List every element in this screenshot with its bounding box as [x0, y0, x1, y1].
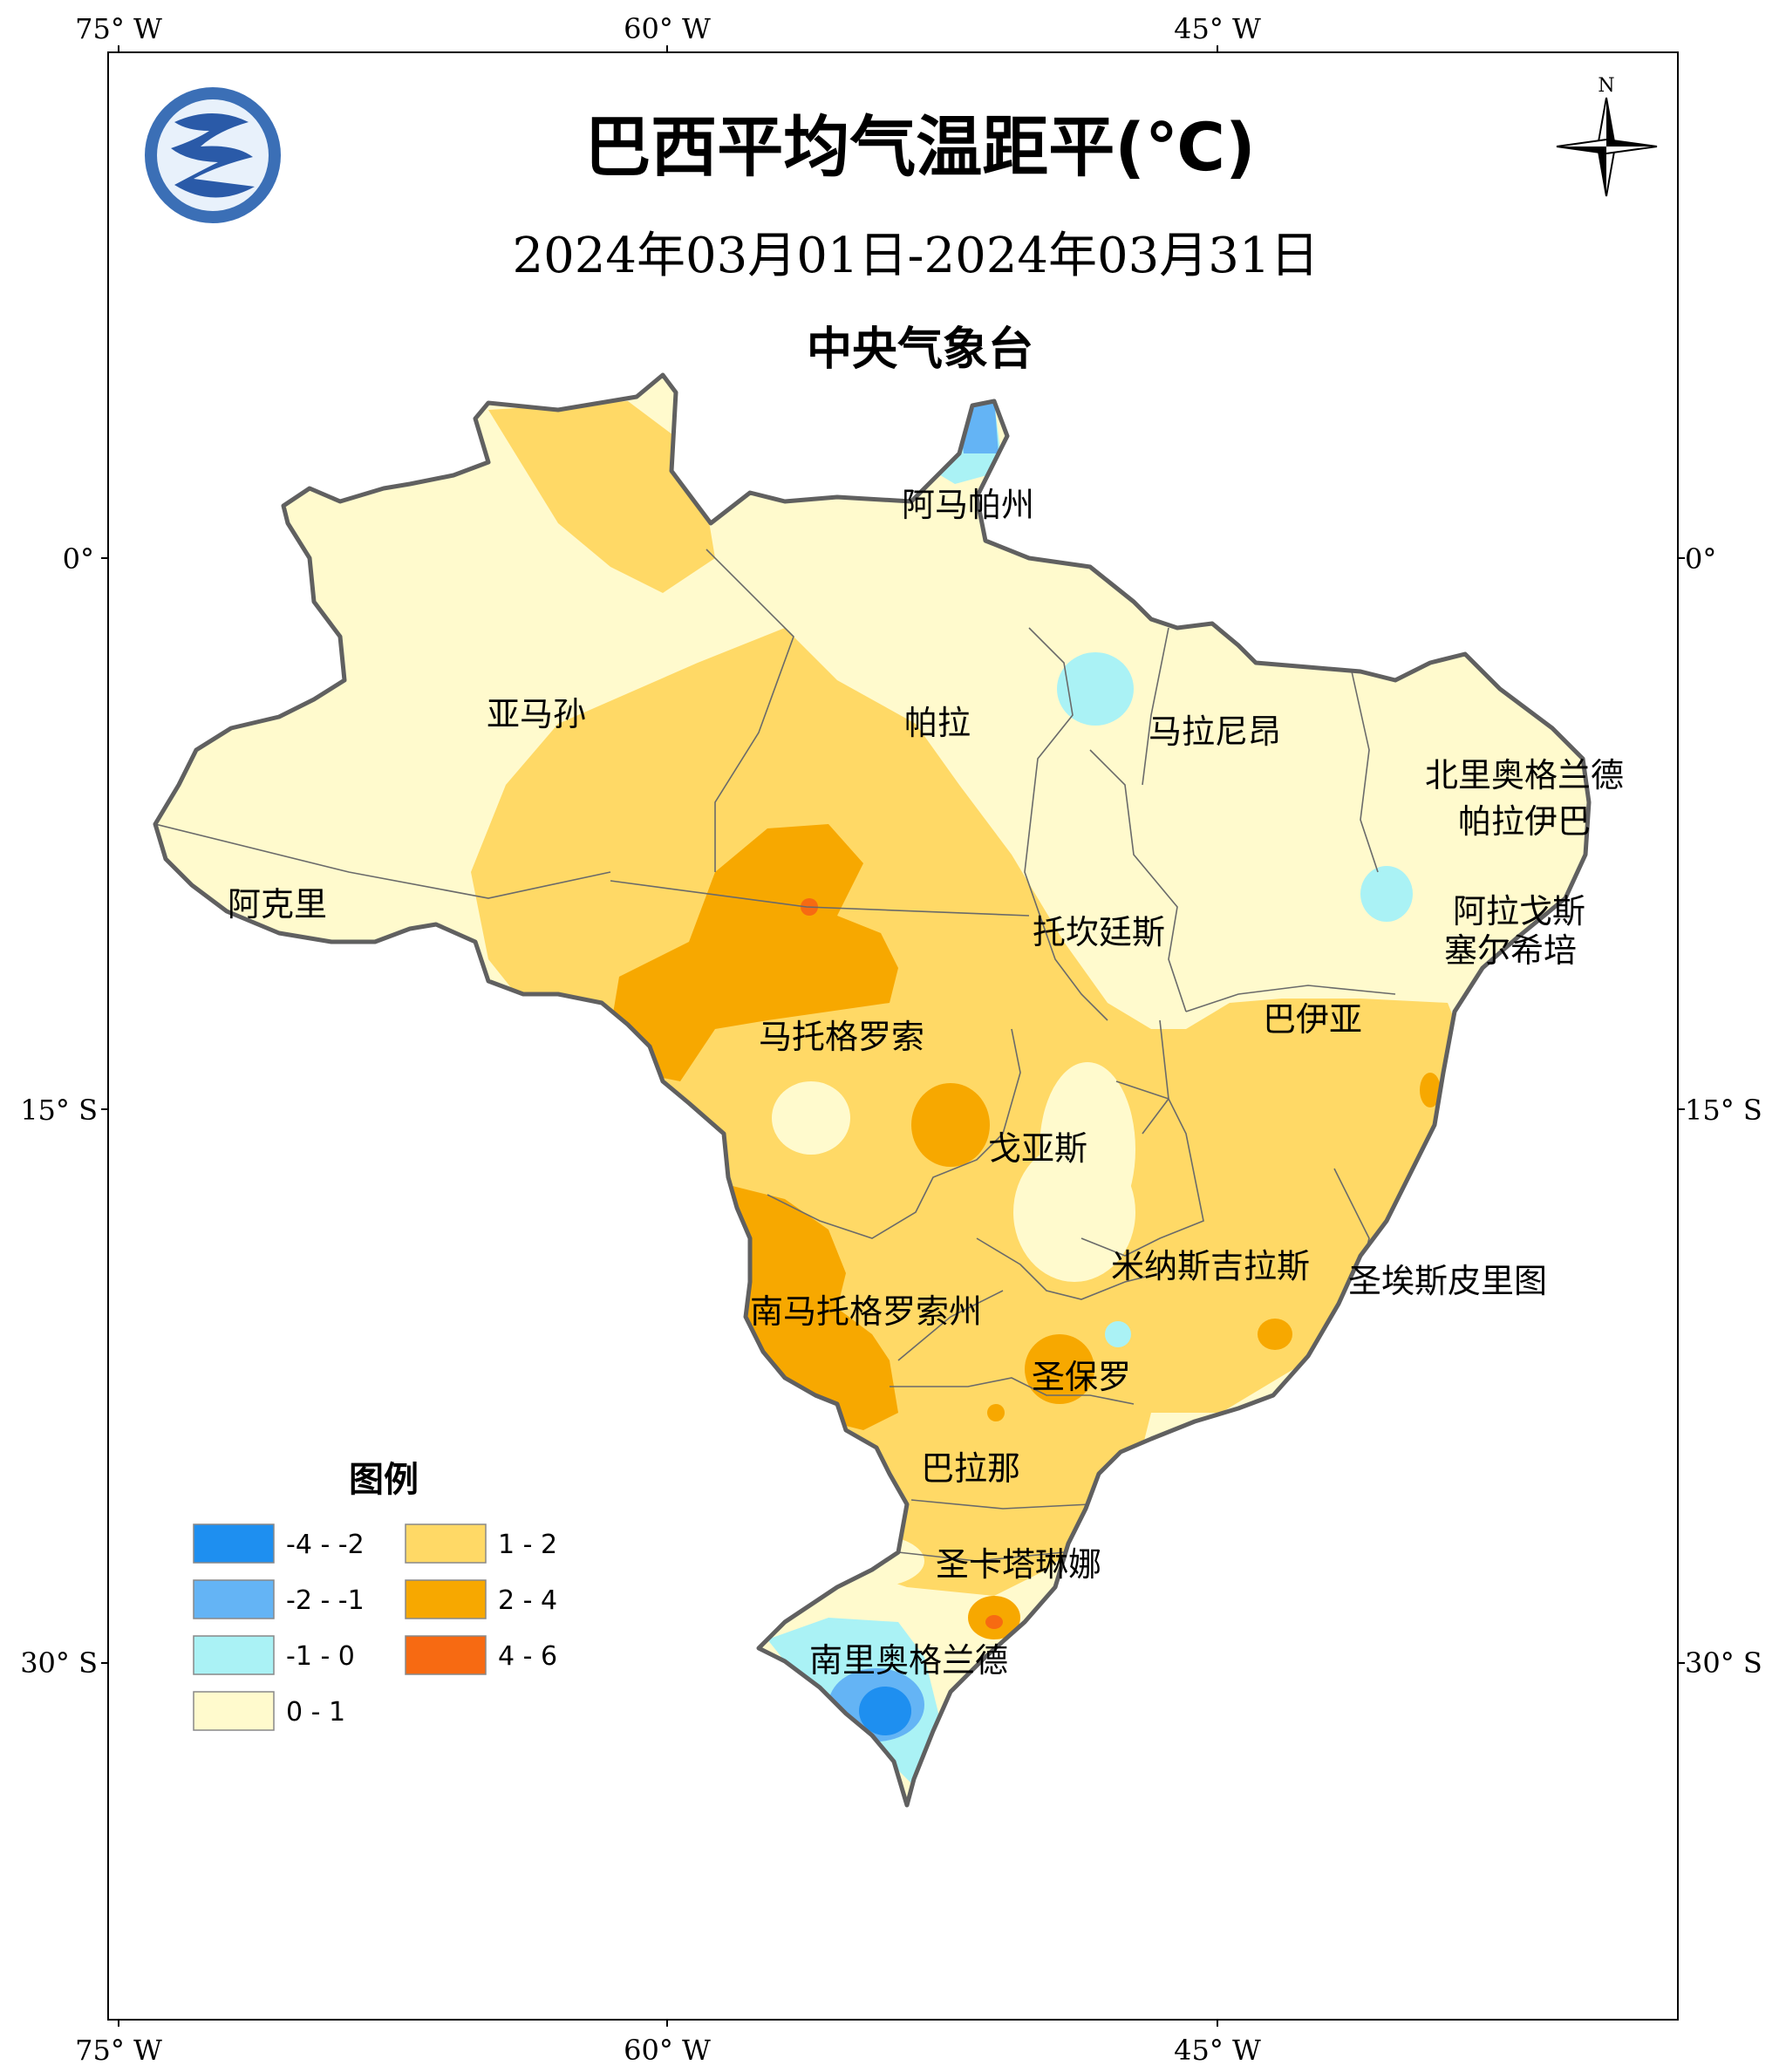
legend-label: 4 - 6 [498, 1641, 557, 1672]
state-label-mato-grosso-do-sul: 南马托格罗索州 [750, 1292, 982, 1331]
state-label-amazonas: 亚马孙 [487, 695, 586, 733]
top-tick-label: 75° W [75, 12, 162, 45]
state-label-paraiba: 帕拉伊巴 [1458, 802, 1591, 841]
legend-swatch [193, 1635, 275, 1675]
state-label-maranhao: 马拉尼昂 [1149, 712, 1281, 751]
legend-label: 2 - 4 [498, 1585, 557, 1616]
legend-label: -1 - 0 [286, 1641, 355, 1672]
state-boundaries [155, 549, 1396, 1562]
right-tick-label: 30° S [1685, 1646, 1762, 1680]
state-label-santa-catarina: 圣卡塔琳娜 [936, 1545, 1101, 1584]
right-tick-label: 0° [1685, 542, 1716, 576]
state-label-acre: 阿克里 [228, 885, 327, 924]
svg-text:N: N [1598, 75, 1614, 97]
legend-swatch [405, 1523, 487, 1564]
legend: 图例 -4 - -2 -2 - -1 -1 - 0 0 - 1 1 - 2 2 - 4 4 … [193, 1460, 557, 1731]
state-label-parana: 巴拉那 [921, 1449, 1020, 1488]
cma-logo [145, 87, 281, 223]
bottom-tick-label: 75° W [75, 2034, 162, 2067]
bottom-tick-label: 60° W [624, 2034, 711, 2067]
frame-ticks [101, 45, 1685, 2027]
state-label-tocantins: 托坎廷斯 [1033, 913, 1165, 951]
legend-label: 1 - 2 [498, 1530, 557, 1560]
state-label-para: 帕拉 [904, 704, 971, 742]
legend-label: -2 - -1 [286, 1585, 365, 1616]
north-arrow-icon: N [1556, 75, 1658, 197]
left-tick-label: 30° S [20, 1646, 98, 1680]
date-range: 2024年03月01日-2024年03月31日 [513, 228, 1319, 284]
state-label-minas-gerais: 米纳斯吉拉斯 [1111, 1247, 1310, 1285]
legend-swatch [193, 1579, 275, 1619]
legend-label: -4 - -2 [286, 1530, 365, 1560]
right-tick-label: 15° S [1685, 1094, 1762, 1127]
map-frame [107, 51, 1679, 2021]
state-label-espirito-santo: 圣埃斯皮里图 [1348, 1262, 1547, 1300]
legend-swatch [193, 1523, 275, 1564]
state-label-mato-grosso: 马托格罗索 [759, 1018, 924, 1056]
map-title: 巴西平均气温距平(℃) [584, 108, 1256, 186]
brazil-outline [153, 372, 1592, 1808]
state-label-sao-paulo: 圣保罗 [1032, 1358, 1131, 1396]
state-label-rio-grande-do-sul: 南里奥格兰德 [809, 1641, 1008, 1680]
state-label-rio-grande-do-norte: 北里奥格兰德 [1425, 756, 1624, 794]
top-tick-label: 45° W [1174, 12, 1261, 45]
legend-swatch [405, 1635, 487, 1675]
state-label-sergipe: 塞尔希培 [1444, 931, 1577, 970]
state-label-goias: 戈亚斯 [988, 1129, 1087, 1168]
bottom-tick-label: 45° W [1174, 2034, 1261, 2067]
legend-swatch [405, 1579, 487, 1619]
legend-title: 图例 [349, 1460, 419, 1500]
state-label-bahia: 巴伊亚 [1263, 1000, 1362, 1039]
state-label-amapa: 阿马帕州 [902, 486, 1034, 524]
legend-label: 0 - 1 [286, 1697, 345, 1728]
left-tick-label: 15° S [20, 1094, 98, 1127]
legend-swatch [193, 1691, 275, 1731]
top-tick-label: 60° W [624, 12, 711, 45]
organization: 中央气象台 [807, 324, 1033, 376]
anomaly-fill [155, 375, 1589, 1805]
state-label-alagoas: 阿拉戈斯 [1453, 892, 1585, 930]
left-tick-label: 0° [63, 542, 94, 576]
